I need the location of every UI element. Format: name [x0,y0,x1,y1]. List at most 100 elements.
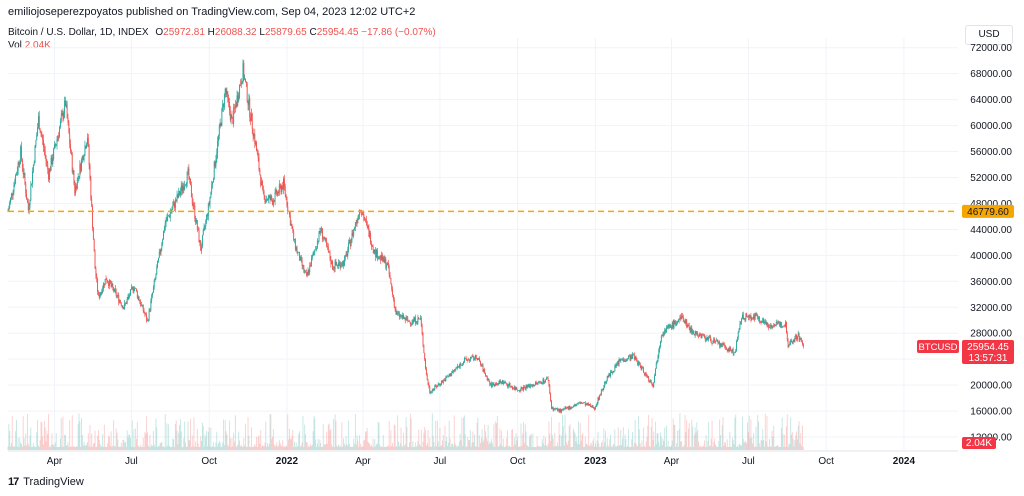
candle-body [772,326,774,328]
volume-bar [127,437,129,450]
volume-bar [527,446,529,450]
volume-bar [65,445,67,450]
volume-bar [609,438,611,450]
volume-bar [342,446,344,450]
candle-body [601,389,603,391]
candle-body [154,278,156,281]
candle-body [157,257,159,262]
symbol-tag-bg [917,339,959,353]
candle-body [11,193,13,196]
candle-body [364,219,366,221]
candle-body [624,361,626,362]
candle-body [25,183,27,194]
candle-body [570,407,572,410]
brand-name: TradingView [23,476,84,488]
currency-selector[interactable]: USD [965,25,1013,45]
candle-body [523,386,525,391]
candle-body [734,351,736,353]
candle-body [62,112,64,119]
volume-bar [790,417,792,450]
candle-body [669,325,671,328]
candle-body [447,376,448,378]
volume-bar [125,441,126,450]
volume-bar [255,446,257,450]
volume-bar [94,430,96,450]
candle-body [34,145,36,163]
candle-body [163,231,164,240]
volume-bar [119,446,121,450]
candle-body [381,254,383,261]
candle-body [276,189,278,195]
volume-bar [256,446,258,450]
candle-body [568,406,570,410]
volume-bar [602,446,604,450]
candle-body [103,283,105,286]
volume-bar [195,441,197,450]
candle-body [791,342,793,344]
candle-body [402,314,404,318]
volume-bar [484,424,486,450]
candle-body [703,334,705,338]
candle-body [274,191,276,202]
volume-bar [704,446,706,450]
volume-bar [258,435,260,450]
volume-bar [601,440,603,450]
volume-bar [521,445,523,450]
volume-bar [311,444,313,450]
volume-bar [577,444,579,450]
volume-bar [183,438,185,450]
volume-bar [336,445,338,450]
candle-body [465,357,467,360]
x-tick-label: 2024 [893,456,916,467]
candle-body [379,255,381,258]
volume-bar [432,435,434,450]
candle-body [727,348,729,352]
candle-body [504,381,506,383]
volume-bar [359,443,361,450]
candle-body [626,359,628,361]
volume-bar [489,441,491,450]
candle-body [171,209,173,212]
candle-body [499,380,501,383]
candle-body [50,157,52,171]
candle-body [645,372,647,375]
candle-body [581,402,583,404]
candle-body [457,365,459,368]
candle-body [408,321,410,322]
candle-body [442,380,444,383]
candle-body [363,214,365,220]
volume-bar [575,441,577,450]
candle-body [81,159,82,171]
volume-bar [35,446,37,450]
candle-body [650,380,652,384]
volume-bar [483,439,485,450]
volume-bar [745,441,747,450]
candle-body [369,233,371,237]
volume-bar [151,444,153,450]
volume-bar [639,443,641,450]
volume-bar [667,440,669,450]
volume-bar [106,446,108,450]
candle-body [554,408,556,410]
candle-body [659,346,661,351]
volume-bar [592,440,594,450]
volume-bar [802,425,803,450]
volume-bar [436,446,437,450]
volume-bar [78,413,80,450]
candle-body [130,289,132,296]
volume-bar [668,446,670,450]
volume-bar [687,446,688,450]
candle-body [589,404,590,406]
volume-bar [74,446,76,450]
candle-body [110,283,112,287]
volume-bar [178,432,180,450]
symbol-name[interactable]: Bitcoin / U.S. Dollar, 1D, INDEX [8,27,149,38]
volume-bar [507,446,509,450]
candle-body [482,365,484,372]
candle-body [488,379,490,382]
candle-body [589,404,591,407]
volume-bar [674,424,676,450]
candle-body [583,402,585,404]
volume-bar [60,418,62,450]
